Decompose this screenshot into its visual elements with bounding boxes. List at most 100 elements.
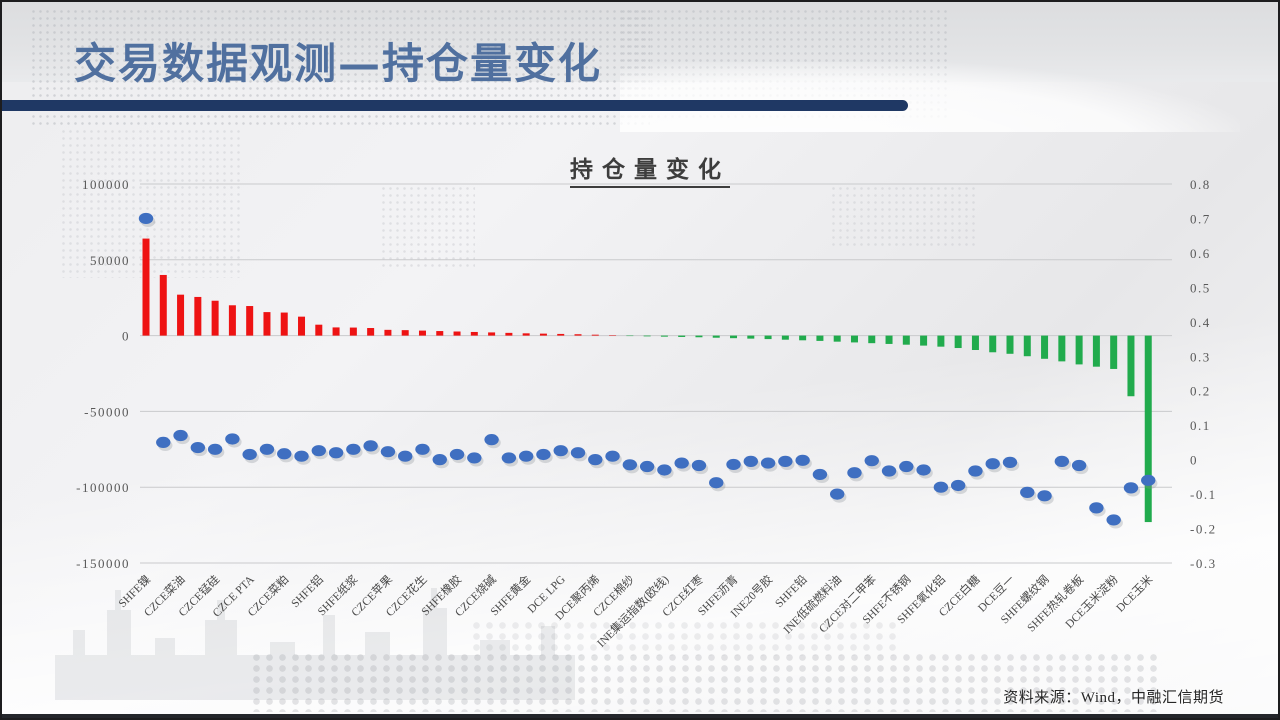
bar-positive xyxy=(470,331,478,336)
bar-negative xyxy=(1092,335,1100,367)
bar-positive xyxy=(263,312,271,336)
bar-positive xyxy=(384,329,392,336)
scatter-dot xyxy=(173,429,188,442)
scatter-dot xyxy=(501,452,517,464)
left-axis-ticks: 100000 50000 0 -50000 -100000 -150000 xyxy=(76,177,130,571)
bar-positive xyxy=(194,296,202,336)
right-axis-tick-label: -0.3 xyxy=(1190,556,1217,571)
page-title: 交易数据观测—持仓量变化 xyxy=(74,39,603,88)
right-axis-tick-label: -0.1 xyxy=(1190,487,1217,502)
bar-negative xyxy=(937,335,945,347)
worldmap-dots-decoration xyxy=(380,185,475,270)
scatter-dot xyxy=(346,443,361,455)
right-axis-tick-label: 0.3 xyxy=(1190,349,1211,364)
scatter-dot xyxy=(622,459,638,471)
bar-positive xyxy=(315,324,323,336)
scatter-dot xyxy=(207,443,223,455)
left-axis-tick-label: 50000 xyxy=(90,253,130,268)
bar-negative xyxy=(730,335,738,339)
bar-negative xyxy=(747,335,755,339)
chart-title-wrap: 持仓量变化 xyxy=(340,150,960,188)
left-axis-tick-label: -50000 xyxy=(84,404,130,419)
bar-negative xyxy=(1023,335,1031,357)
bar-negative xyxy=(868,335,876,344)
scatter-dot xyxy=(916,464,931,476)
bar-negative xyxy=(1006,335,1014,354)
bar-negative xyxy=(781,335,789,340)
scatter-dot xyxy=(363,440,378,452)
bar-negative xyxy=(1075,335,1083,365)
scatter-dot xyxy=(294,450,309,462)
scatter-dot xyxy=(138,212,154,225)
right-axis-ticks: 0.8 0.7 0.6 0.5 0.4 0.3 0.2 0.1 0 -0.1 -0.2 -0.3 xyxy=(1190,177,1217,571)
bar-negative xyxy=(1041,335,1049,359)
bar-positive xyxy=(246,306,254,336)
bars-layer xyxy=(142,238,1152,523)
bar-negative xyxy=(1110,335,1118,369)
bar-positive xyxy=(401,330,409,336)
right-axis-tick-label: 0.7 xyxy=(1190,211,1211,226)
left-axis-tick-label: -100000 xyxy=(76,480,130,495)
scatter-dot xyxy=(190,441,206,454)
scatter-dot xyxy=(536,448,551,461)
bar-positive xyxy=(505,332,513,336)
scatter-dot xyxy=(847,467,862,479)
bar-negative xyxy=(695,335,703,338)
gridlines xyxy=(140,183,1172,564)
bar-positive xyxy=(557,333,565,336)
scatter-dot xyxy=(1054,455,1070,467)
bar-negative xyxy=(1058,335,1066,362)
bar-negative xyxy=(678,335,686,337)
bar-negative xyxy=(954,335,962,349)
chart-title: 持仓量变化 xyxy=(570,150,730,188)
bar-positive xyxy=(280,312,288,336)
scatter-dot xyxy=(760,457,776,469)
scatter-dot xyxy=(328,447,344,459)
bar-negative xyxy=(971,335,979,351)
source-note: 资料来源：Wind，中融汇信期货 xyxy=(1003,690,1224,706)
bar-positive xyxy=(522,333,530,336)
bar-positive xyxy=(142,238,150,336)
scatter-dot xyxy=(674,457,689,469)
bar-positive xyxy=(159,274,167,336)
bar-negative xyxy=(816,335,824,341)
right-axis-tick-label: -0.2 xyxy=(1190,522,1217,537)
scatter-dot xyxy=(1089,502,1104,514)
x-axis-label: DCE玉米 xyxy=(1114,573,1156,615)
scatter-dot xyxy=(570,447,586,459)
scatter-dot xyxy=(432,454,447,466)
scatter-dot xyxy=(1123,482,1139,494)
scatter-dot xyxy=(380,446,396,458)
right-axis-tick-label: 0.4 xyxy=(1190,315,1211,330)
right-axis-tick-label: 0.8 xyxy=(1190,177,1211,192)
scatter-dot xyxy=(1106,514,1121,526)
scatter-dot xyxy=(726,458,741,471)
scatter-dot xyxy=(415,443,430,455)
bar-negative xyxy=(833,335,841,342)
bar-negative xyxy=(920,335,928,346)
bar-negative xyxy=(850,335,858,343)
worldmap-dots-decoration xyxy=(830,185,975,250)
x-axis-label: CZCE对二甲苯 xyxy=(816,572,880,636)
scatter-dot xyxy=(277,448,292,460)
bar-negative xyxy=(712,335,720,338)
scatter-dot xyxy=(1141,474,1156,486)
scatter-dot xyxy=(1071,459,1087,472)
right-axis-tick-label: 0 xyxy=(1190,453,1198,468)
scatter-dot xyxy=(743,455,758,467)
scatter-dot xyxy=(553,445,568,457)
scatter-dot xyxy=(812,468,828,481)
skyline-watermark-decoration xyxy=(55,588,575,700)
scatter-dot xyxy=(484,434,499,446)
scatter-dot xyxy=(259,443,275,455)
x-axis-label: INE低硫燃料油 xyxy=(780,572,844,636)
bar-negative xyxy=(1144,335,1152,523)
bar-positive xyxy=(367,328,375,336)
left-axis-tick-label: -150000 xyxy=(76,556,130,571)
right-axis-tick-label: 0.1 xyxy=(1190,418,1211,433)
scatter-dot xyxy=(518,450,534,462)
bar-positive xyxy=(298,316,306,336)
scatter-dot xyxy=(398,450,413,462)
